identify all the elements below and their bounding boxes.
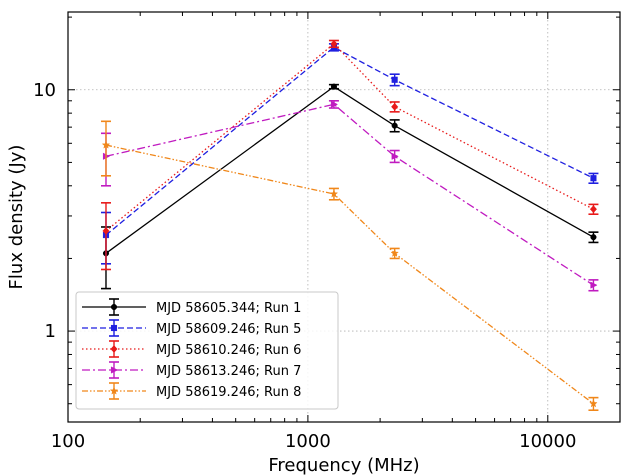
data-point: [590, 281, 598, 289]
data-point: [330, 39, 338, 48]
series-layer: [100, 39, 599, 412]
data-point: [330, 83, 337, 90]
legend-entry: MJD 58619.246; Run 8: [82, 382, 301, 400]
legend: MJD 58605.344; Run 1 MJD 58609.246; Run 5…: [75, 291, 339, 410]
y-tick-label: 10: [33, 80, 56, 101]
data-point: [391, 76, 398, 83]
series-3: [100, 39, 599, 271]
series-line: [105, 46, 594, 236]
legend-label: MJD 58613.246; Run 7: [156, 364, 301, 379]
data-point: [102, 226, 110, 235]
legend-marker: [110, 324, 118, 332]
data-point: [589, 399, 598, 408]
data-point: [391, 152, 399, 160]
x-axis-label: Frequency (MHz): [268, 455, 419, 475]
legend-entry: MJD 58610.246; Run 6: [82, 340, 301, 358]
legend-marker: [110, 345, 118, 353]
data-point: [329, 189, 339, 198]
data-point: [391, 102, 399, 111]
legend-marker: [110, 366, 119, 374]
y-tick-label: 1: [45, 321, 56, 342]
legend-entry: MJD 58609.246; Run 5: [82, 319, 301, 337]
legend-marker: [109, 386, 119, 395]
legend-box: [75, 291, 339, 410]
error-bar: [100, 202, 111, 271]
legend-entry: MJD 58613.246; Run 7: [82, 361, 301, 379]
plot-frame: [67, 11, 621, 423]
legend-label: MJD 58609.246; Run 5: [156, 322, 301, 337]
y-axis-label: Flux density (Jy): [6, 145, 27, 290]
data-point: [590, 234, 597, 241]
x-tick-label: 100: [51, 431, 85, 452]
legend-label: MJD 58619.246; Run 8: [156, 385, 301, 400]
series-5: [100, 120, 599, 412]
legend-marker: [110, 303, 118, 311]
series-line: [105, 144, 594, 405]
data-point: [589, 205, 597, 214]
series-line: [105, 103, 594, 286]
legend-label: MJD 58610.246; Run 6: [156, 343, 301, 358]
legend-label: MJD 58605.344; Run 1: [156, 301, 301, 316]
data-point: [390, 248, 399, 257]
data-point: [590, 175, 597, 182]
data-point: [101, 140, 111, 149]
x-tick-label: 1000: [285, 431, 331, 452]
data-point: [330, 100, 339, 108]
legend-entry: MJD 58605.344; Run 1: [82, 298, 301, 316]
data-point: [391, 122, 398, 129]
tick-layer: 100 1000 10000 1 10: [33, 12, 621, 452]
error-bar: [100, 120, 111, 177]
x-tick-label: 10000: [519, 431, 576, 452]
